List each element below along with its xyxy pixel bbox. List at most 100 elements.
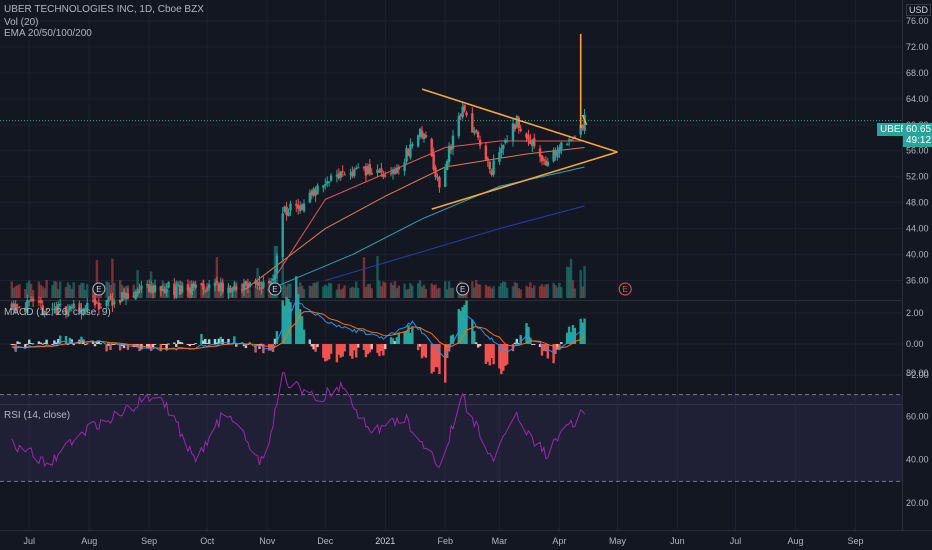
candle-body xyxy=(242,283,246,291)
volume-bar xyxy=(384,282,387,298)
candle-body xyxy=(80,308,83,315)
candle-body xyxy=(581,125,584,129)
candle-body xyxy=(204,290,207,292)
macd-histogram-bar xyxy=(308,339,311,344)
macd-histogram-bar xyxy=(422,344,426,357)
candle-body xyxy=(134,291,137,300)
macd-histogram-bar xyxy=(215,342,219,344)
macd-histogram-bar xyxy=(194,342,197,344)
candle-body xyxy=(351,171,354,177)
x-tick-label: Apr xyxy=(552,536,566,546)
macd-histogram-bar xyxy=(484,344,488,364)
candle-body xyxy=(326,181,329,184)
rsi-line xyxy=(11,372,585,468)
price-badge-countdown: 49:12 xyxy=(903,134,932,147)
candle-body xyxy=(515,116,519,127)
macd-histogram-bar xyxy=(513,342,517,344)
macd-histogram-bar xyxy=(316,344,319,348)
volume-bar xyxy=(393,281,397,298)
volume-bar xyxy=(262,281,265,298)
candle-body xyxy=(66,310,70,315)
candle-body xyxy=(37,301,41,303)
earnings-marker[interactable] xyxy=(92,282,106,296)
volume-bar xyxy=(351,286,354,298)
candle-body xyxy=(397,166,401,170)
macd-histogram-bar xyxy=(41,343,44,345)
earnings-marker[interactable] xyxy=(268,282,282,296)
volume-bar xyxy=(581,286,584,298)
candle-body xyxy=(475,130,478,132)
candle-body xyxy=(519,128,522,131)
candle-body xyxy=(149,285,153,292)
macd-histogram-bar xyxy=(39,342,43,344)
candle-body xyxy=(513,124,517,130)
candle-body xyxy=(403,162,406,171)
macd-histogram-bar xyxy=(407,325,410,344)
macd-histogram-bar xyxy=(478,344,482,347)
volume-bar xyxy=(310,286,313,298)
macd-histogram-bar xyxy=(376,344,379,353)
candle-body xyxy=(262,282,265,288)
candle-body xyxy=(70,307,73,309)
candle-body xyxy=(43,310,46,316)
candle-body xyxy=(573,136,577,139)
price-tick-label: 40.00 xyxy=(906,250,929,260)
candle-body xyxy=(308,192,311,203)
candle-body xyxy=(353,169,356,176)
macd-histogram-bar xyxy=(378,344,381,357)
volume-bar xyxy=(57,288,60,298)
volume-bar xyxy=(39,284,43,298)
volume-bar xyxy=(571,280,575,298)
macd-histogram-bar xyxy=(517,343,520,345)
pane-separator xyxy=(0,300,902,301)
candle-body xyxy=(418,128,422,137)
volume-bar xyxy=(296,286,300,298)
candle-body xyxy=(411,144,414,146)
earnings-marker[interactable] xyxy=(456,282,470,296)
volume-bar xyxy=(546,284,549,298)
candle-body xyxy=(107,297,110,302)
candle-body xyxy=(376,169,379,174)
signal-line xyxy=(11,310,585,350)
earnings-marker[interactable] xyxy=(618,282,632,296)
candle-body xyxy=(229,288,232,291)
macd-histogram-bar xyxy=(486,344,490,362)
currency-label[interactable]: USD xyxy=(906,4,932,16)
volume-bar xyxy=(552,282,555,298)
candle-body xyxy=(382,174,385,177)
volume-bar xyxy=(366,284,370,298)
price-tick-label: 52.00 xyxy=(906,172,929,182)
volume-bar xyxy=(66,282,70,298)
trendline[interactable] xyxy=(421,88,618,153)
candle-body xyxy=(271,278,275,281)
macd-histogram-bar xyxy=(327,344,331,360)
axis-separator xyxy=(902,0,903,530)
candle-body xyxy=(542,159,546,161)
macd-histogram-bar xyxy=(444,344,447,383)
chart-title: UBER TECHNOLOGIES INC, 1D, Cboe BZX xyxy=(4,4,204,15)
candle-body xyxy=(120,292,124,302)
volume-bar xyxy=(542,286,546,298)
candle-body xyxy=(445,161,449,171)
candle-body xyxy=(302,203,306,212)
macd-histogram-bar xyxy=(300,316,304,344)
volume-bar xyxy=(434,284,437,298)
candle-body xyxy=(492,160,495,175)
volume-bar xyxy=(362,257,366,298)
volume-bar xyxy=(573,288,577,298)
macd-histogram-bar xyxy=(167,343,170,345)
macd-histogram-bar xyxy=(538,344,542,348)
macd-histogram-bar xyxy=(382,344,385,356)
macd-histogram-bar xyxy=(188,344,192,347)
volume-bar xyxy=(436,288,439,298)
volume-bar xyxy=(355,281,358,298)
candle-body xyxy=(451,135,455,149)
trendline[interactable] xyxy=(431,151,618,210)
trendlines[interactable] xyxy=(421,33,618,210)
candle-body xyxy=(356,167,360,169)
trendline[interactable] xyxy=(581,114,588,126)
volume-bar xyxy=(287,283,290,298)
volume-bar xyxy=(95,260,99,298)
